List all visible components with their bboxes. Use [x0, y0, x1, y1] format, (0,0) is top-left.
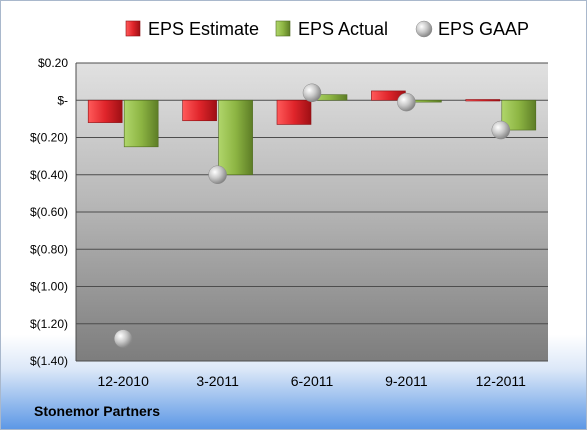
x-tick-label: 12-2011: [476, 373, 527, 389]
eps-estimate-legend-icon: [125, 20, 141, 37]
y-tick-label: $(0.80): [30, 242, 68, 256]
eps-estimate-bar: [465, 99, 501, 102]
x-tick-label: 9-2011: [385, 373, 428, 389]
eps-estimate-bar: [87, 99, 123, 123]
y-tick-label: $(1.00): [30, 280, 68, 294]
y-axis-ticks: $0.20 $- $(0.20) $(0.40) $(0.60) $(0.80) $(1.0…: [30, 56, 68, 368]
eps-actual-bar: [123, 99, 159, 148]
x-tick-label: 12-2010: [98, 373, 150, 389]
x-tick-label: 3-2011: [196, 373, 239, 389]
eps-gaap-marker: [113, 329, 133, 348]
y-tick-label: $(1.20): [30, 317, 68, 331]
eps-gaap-marker: [491, 120, 511, 140]
legend-label: EPS GAAP: [438, 19, 529, 39]
eps-gaap-marker: [208, 165, 227, 184]
legend-label: EPS Estimate: [148, 19, 259, 39]
x-axis-ticks: 12-2010 3-2011 6-2011 9-2011 12-2011: [98, 373, 527, 389]
legend-label: EPS Actual: [298, 19, 388, 39]
eps-actual-legend-icon: [275, 20, 291, 37]
company-name: Stonemor Partners: [34, 403, 161, 419]
bars: [87, 90, 537, 176]
y-tick-label: $-: [57, 93, 68, 107]
eps-gaap-legend-icon: [415, 20, 433, 38]
eps-estimate-bar: [182, 99, 217, 122]
eps-gaap-marker: [397, 92, 416, 112]
y-tick-label: $(0.40): [30, 168, 68, 182]
y-tick-label: $0.20: [38, 56, 68, 70]
legend: EPS Estimate EPS Actual EPS GAAP: [125, 19, 529, 39]
eps-actual-bar: [218, 99, 253, 176]
y-tick-label: $(1.40): [30, 354, 68, 368]
eps-gaap-marker: [302, 83, 322, 103]
gaap-markers: [113, 83, 511, 348]
y-tick-label: $(0.60): [30, 205, 68, 219]
y-tick-label: $(0.20): [30, 131, 68, 145]
x-tick-label: 6-2011: [291, 373, 334, 389]
eps-estimate-bar: [276, 99, 312, 125]
